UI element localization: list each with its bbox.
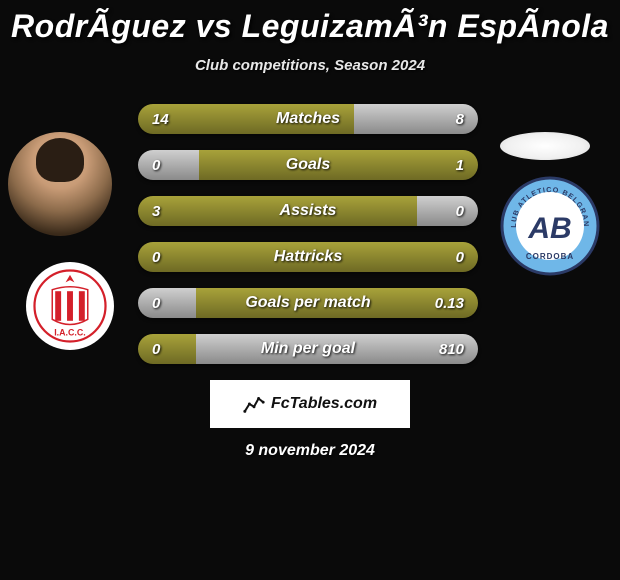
player-left-avatar (8, 132, 112, 236)
team-right-badge: CLUB ATLETICO BELGRANO AB CORDOBA (500, 176, 600, 276)
svg-text:CORDOBA: CORDOBA (526, 252, 574, 261)
stat-right-value: 0.13 (435, 288, 464, 318)
stat-row: 00.13Goals per match (138, 288, 478, 318)
stat-row: 00Hattricks (138, 242, 478, 272)
stat-left-value: 0 (152, 150, 160, 180)
svg-text:I.A.C.C.: I.A.C.C. (54, 328, 86, 338)
site-name: FcTables.com (271, 395, 377, 413)
stat-left-value: 3 (152, 196, 160, 226)
stat-row: 148Matches (138, 104, 478, 134)
stat-left-value: 0 (152, 334, 160, 364)
stat-bars: 148Matches01Goals30Assists00Hattricks00.… (138, 104, 478, 364)
stat-right-value: 1 (456, 150, 464, 180)
stat-row: 30Assists (138, 196, 478, 226)
stat-right-value: 8 (456, 104, 464, 134)
team-left-badge: I.A.C.C. (26, 262, 114, 350)
stat-left-value: 0 (152, 242, 160, 272)
stat-right-value: 0 (456, 242, 464, 272)
footer-date: 9 november 2024 (0, 442, 620, 460)
page-title: RodrÃ­guez vs LeguizamÃ³n EspÃ­nola (0, 0, 620, 45)
comparison-panel: I.A.C.C. CLUB ATLETICO BELGRANO AB CORDO… (0, 104, 620, 460)
page-subtitle: Club competitions, Season 2024 (0, 57, 620, 74)
chart-icon (243, 393, 265, 415)
player-right-avatar (500, 132, 590, 160)
stat-row: 01Goals (138, 150, 478, 180)
site-banner: FcTables.com (210, 380, 410, 428)
stat-row: 0810Min per goal (138, 334, 478, 364)
svg-text:AB: AB (527, 212, 571, 245)
stat-left-value: 14 (152, 104, 169, 134)
stat-left-value: 0 (152, 288, 160, 318)
stat-right-value: 0 (456, 196, 464, 226)
stat-right-value: 810 (439, 334, 464, 364)
